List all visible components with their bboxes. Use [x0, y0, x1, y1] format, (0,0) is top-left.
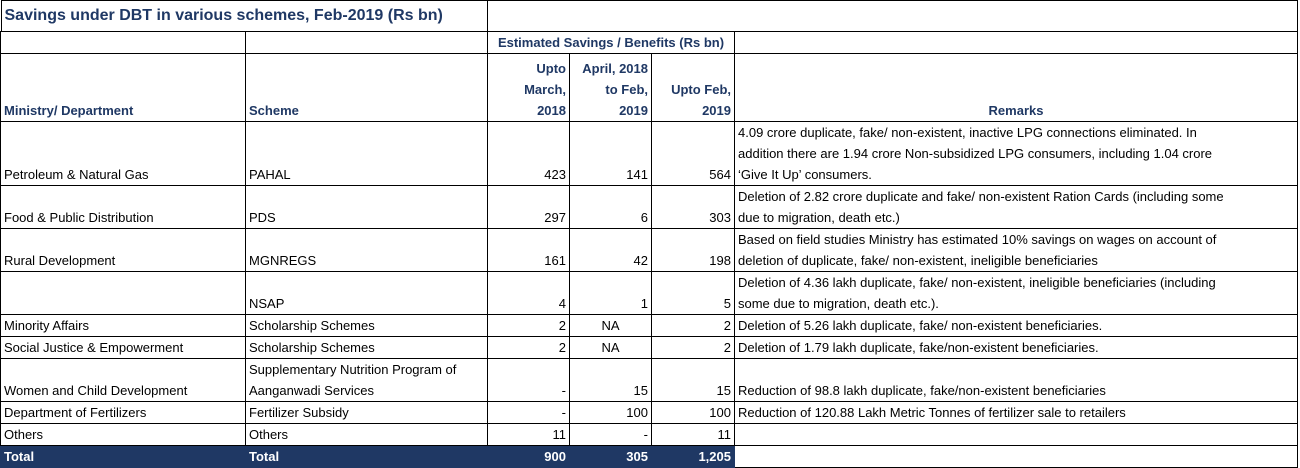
- cell-apr-feb: 141: [569, 121, 652, 186]
- cell-upto-march-2018: 2: [487, 314, 570, 337]
- cell-scheme: Others: [245, 423, 488, 446]
- total-row: Total Total 900 305 1,205: [0, 445, 1299, 468]
- cell-apr-feb: -: [569, 423, 652, 446]
- cell-apr-feb: 1: [569, 271, 652, 315]
- cell-upto-feb-2019: 564: [651, 121, 735, 186]
- cell-apr-feb: NA: [569, 314, 652, 337]
- cell-scheme: PAHAL: [245, 121, 488, 186]
- cell-upto-march-2018: 161: [487, 228, 570, 272]
- cell-remarks: Based on field studies Ministry has esti…: [733, 228, 1299, 272]
- cell-apr-feb: 42: [569, 228, 652, 272]
- header-ministry: Ministry/ Department: [0, 53, 246, 122]
- cell-ministry: Social Justice & Empowerment: [0, 336, 246, 359]
- cell-ministry: Minority Affairs: [0, 314, 246, 337]
- cell-ministry: Department of Fertilizers: [0, 401, 246, 424]
- cell-upto-feb-2019: 5: [651, 271, 735, 315]
- cell-ministry: Food & Public Distribution: [0, 185, 246, 229]
- cell-upto-march-2018: 4: [487, 271, 570, 315]
- cell-scheme: Scholarship Schemes: [245, 314, 488, 337]
- table-row: Women and Child Development Supplementar…: [0, 358, 1299, 402]
- cell-scheme: PDS: [245, 185, 488, 229]
- cell-remarks: [733, 423, 1299, 446]
- cell-upto-feb-2019: 2: [651, 336, 735, 359]
- cell-remarks: Deletion of 5.26 lakh duplicate, fake/ n…: [733, 314, 1299, 337]
- table-row: Rural Development MGNREGS 161 42 198 Bas…: [0, 228, 1299, 272]
- header-upto-march-2018: Upto March, 2018: [487, 53, 570, 122]
- table-row: Others Others 11 - 11: [0, 423, 1299, 446]
- header-scheme: Scheme: [245, 53, 488, 122]
- cell-apr-feb: 100: [569, 401, 652, 424]
- cell-ministry: Others: [0, 423, 246, 446]
- cell-upto-feb-2019: 198: [651, 228, 735, 272]
- cell-ministry: Women and Child Development: [0, 358, 246, 402]
- cell-ministry: Rural Development: [0, 228, 246, 272]
- cell-upto-feb-2019: 15: [651, 358, 735, 402]
- cell-upto-feb-2019: 303: [651, 185, 735, 229]
- header-upto-feb-2019: Upto Feb, 2019: [651, 53, 735, 122]
- cell-upto-march-2018: 423: [487, 121, 570, 186]
- cell-remarks: Deletion of 4.36 lakh duplicate, fake/ n…: [733, 271, 1299, 315]
- header-apr-2018-feb-2019: April, 2018 to Feb, 2019: [569, 53, 652, 122]
- cell-remarks: Reduction of 120.88 Lakh Metric Tonnes o…: [733, 401, 1299, 424]
- cell-apr-feb: 6: [569, 185, 652, 229]
- cell-upto-march-2018: 11: [487, 423, 570, 446]
- cell-upto-march-2018: -: [487, 401, 570, 424]
- cell-upto-feb-2019: 11: [651, 423, 735, 446]
- cell-remarks: 4.09 crore duplicate, fake/ non-existent…: [733, 121, 1299, 186]
- cell-upto-march-2018: -: [487, 358, 570, 402]
- table-row: Minority Affairs Scholarship Schemes 2 N…: [0, 314, 1299, 337]
- cell-scheme: Scholarship Schemes: [245, 336, 488, 359]
- total-upto-feb-2019: 1,205: [651, 445, 735, 468]
- cell-scheme: MGNREGS: [245, 228, 488, 272]
- total-label: Total: [0, 445, 246, 468]
- cell-remarks: Deletion of 1.79 lakh duplicate, fake/no…: [733, 336, 1299, 359]
- total-apr-feb: 305: [569, 445, 652, 468]
- table-row: NSAP 4 1 5 Deletion of 4.36 lakh duplica…: [0, 271, 1299, 315]
- cell-remarks: Deletion of 2.82 crore duplicate and fak…: [733, 185, 1299, 229]
- total-scheme-label: Total: [245, 445, 488, 468]
- group-header: Estimated Savings / Benefits (Rs bn): [487, 31, 735, 54]
- cell-scheme: Supplementary Nutrition Program of Aanga…: [245, 358, 488, 402]
- cell-upto-march-2018: 297: [487, 185, 570, 229]
- cell-apr-feb: NA: [569, 336, 652, 359]
- cell-scheme: Fertilizer Subsidy: [245, 401, 488, 424]
- table-row: Petroleum & Natural Gas PAHAL 423 141 56…: [0, 121, 1299, 186]
- cell-remarks: Reduction of 98.8 lakh duplicate, fake/n…: [733, 358, 1299, 402]
- total-upto-march-2018: 900: [487, 445, 570, 468]
- cell-scheme: NSAP: [245, 271, 488, 315]
- cell-ministry: Petroleum & Natural Gas: [0, 121, 246, 186]
- cell-upto-feb-2019: 2: [651, 314, 735, 337]
- cell-ministry: [0, 271, 246, 315]
- table-title: Savings under DBT in various schemes, Fe…: [0, 0, 488, 31]
- cell-upto-feb-2019: 100: [651, 401, 735, 424]
- cell-apr-feb: 15: [569, 358, 652, 402]
- table-row: Department of Fertilizers Fertilizer Sub…: [0, 401, 1299, 424]
- header-remarks: Remarks: [733, 53, 1299, 122]
- cell-upto-march-2018: 2: [487, 336, 570, 359]
- table-row: Social Justice & Empowerment Scholarship…: [0, 336, 1299, 359]
- total-remarks: [733, 445, 1299, 468]
- table-row: Food & Public Distribution PDS 297 6 303…: [0, 185, 1299, 229]
